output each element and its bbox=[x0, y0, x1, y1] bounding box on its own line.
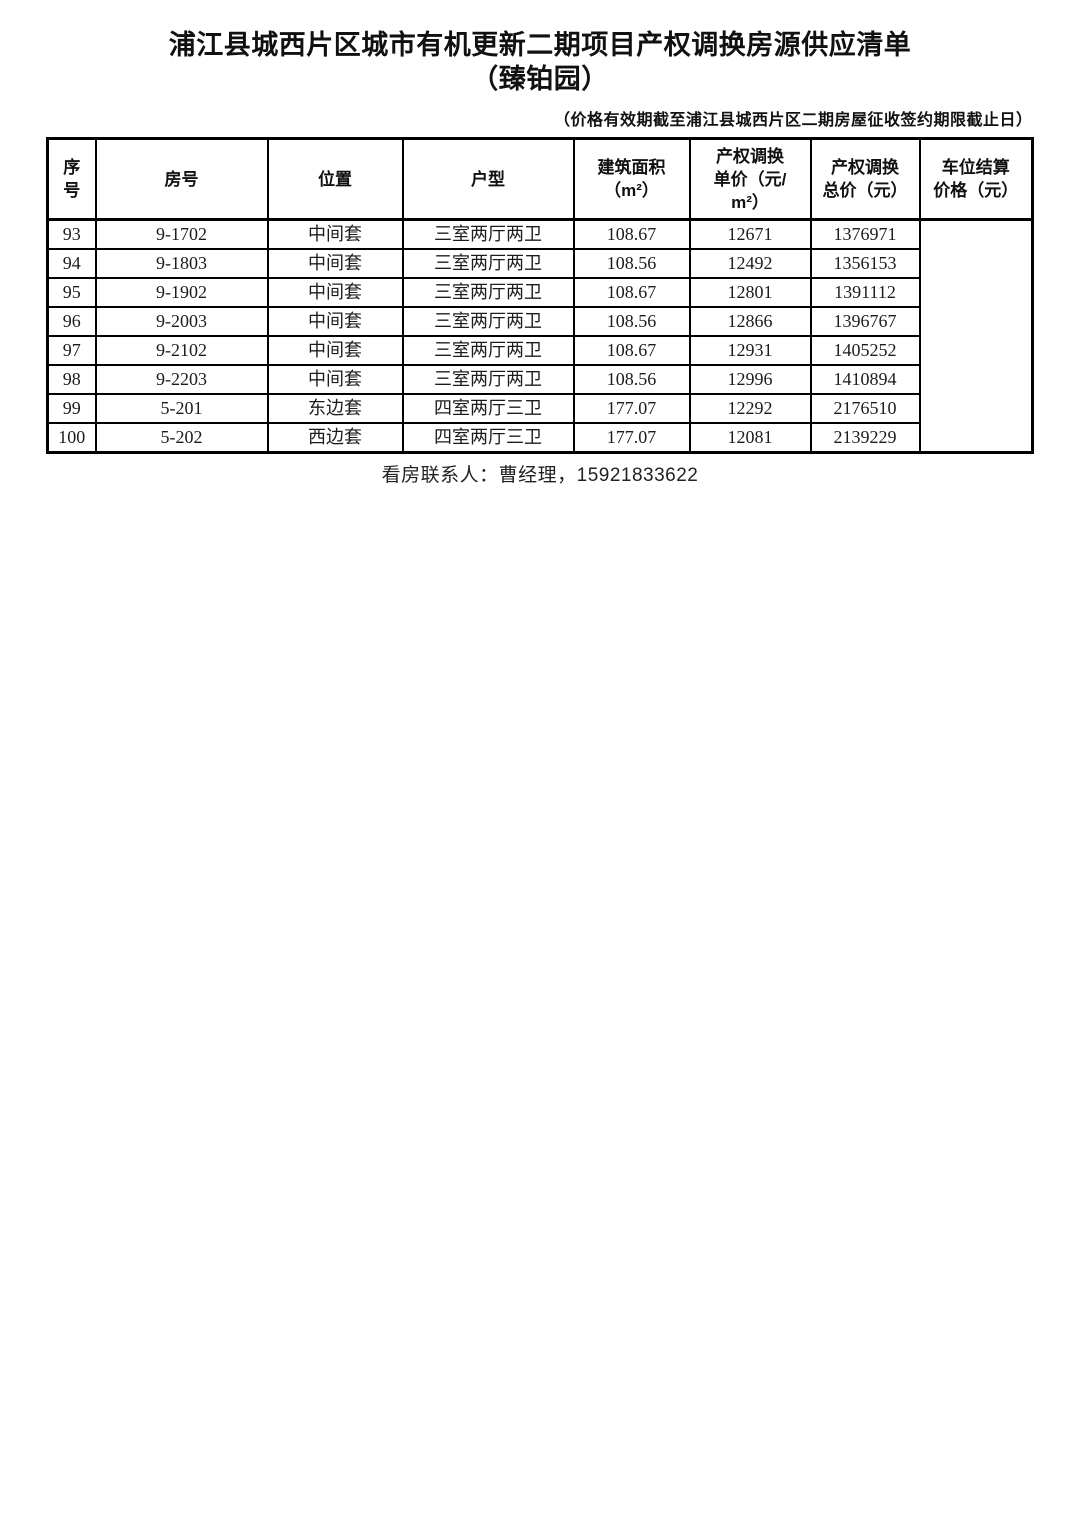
cell-position: 东边套 bbox=[266, 393, 404, 424]
cell-total-price: 2139229 bbox=[809, 422, 921, 454]
price-validity-note: （价格有效期截至浦江县城西片区二期房屋征收签约期限截止日） bbox=[553, 112, 1033, 129]
cell-seq: 99 bbox=[46, 393, 97, 424]
cell-layout: 四室两厅三卫 bbox=[401, 393, 575, 424]
header-total-price: 产权调换 总价（元） bbox=[809, 137, 921, 221]
cell-area: 108.56 bbox=[572, 364, 691, 395]
table-row: 97 9-2102 中间套 三室两厅两卫 108.67 12931 140525… bbox=[46, 335, 1033, 366]
header-seq: 序 号 bbox=[46, 137, 97, 221]
cell-total-price: 1410894 bbox=[809, 364, 921, 395]
cell-unit-price: 12996 bbox=[688, 364, 812, 395]
cell-position: 中间套 bbox=[266, 335, 404, 366]
table-row: 93 9-1702 中间套 三室两厅两卫 108.67 12671 137697… bbox=[46, 218, 1034, 454]
header-parking-price: 车位结算 价格（元） bbox=[918, 137, 1034, 221]
cell-seq: 98 bbox=[46, 364, 97, 395]
cell-unit-price: 12292 bbox=[688, 393, 812, 424]
cell-area: 108.67 bbox=[572, 335, 691, 366]
cell-layout: 四室两厅三卫 bbox=[401, 422, 575, 454]
cell-unit-price: 12931 bbox=[688, 335, 812, 366]
cell-seq: 100 bbox=[46, 422, 97, 454]
cell-room: 9-2003 bbox=[94, 306, 269, 337]
cell-seq: 93 bbox=[46, 218, 97, 250]
cell-area: 108.67 bbox=[572, 277, 691, 308]
header-layout: 户型 bbox=[401, 137, 575, 221]
cell-room: 9-1803 bbox=[94, 248, 269, 279]
table-row: 95 9-1902 中间套 三室两厅两卫 108.67 12801 139111… bbox=[46, 277, 1033, 308]
cell-position: 中间套 bbox=[266, 277, 404, 308]
cell-position: 中间套 bbox=[266, 218, 404, 250]
table-row: 98 9-2203 中间套 三室两厅两卫 108.56 12996 141089… bbox=[46, 364, 1033, 395]
viewing-contact: 看房联系人：曹经理，15921833622 bbox=[381, 465, 699, 486]
cell-room: 5-201 bbox=[94, 393, 269, 424]
subtitle-row: （价格有效期截至浦江县城西片区二期房屋征收签约期限截止日） bbox=[48, 106, 1033, 130]
cell-seq: 96 bbox=[46, 306, 97, 337]
cell-total-price: 1391112 bbox=[809, 277, 921, 308]
cell-total-price: 2176510 bbox=[809, 393, 921, 424]
cell-area: 108.67 bbox=[572, 218, 691, 250]
cell-layout: 三室两厅两卫 bbox=[401, 364, 575, 395]
cell-position: 西边套 bbox=[266, 422, 404, 454]
cell-seq: 94 bbox=[46, 248, 97, 279]
header-unit-price: 产权调换 单价（元/ m²） bbox=[688, 137, 812, 221]
cell-total-price: 1356153 bbox=[809, 248, 921, 279]
cell-total-price: 1405252 bbox=[809, 335, 921, 366]
page-title-line2: （臻铂园） bbox=[471, 64, 609, 94]
cell-unit-price: 12081 bbox=[688, 422, 812, 454]
cell-room: 9-1902 bbox=[94, 277, 269, 308]
table-row: 99 5-201 东边套 四室两厅三卫 177.07 12292 2176510 bbox=[46, 393, 1033, 424]
cell-position: 中间套 bbox=[266, 306, 404, 337]
header-room: 房号 bbox=[94, 137, 269, 221]
cell-room: 9-2102 bbox=[94, 335, 269, 366]
cell-room: 9-2203 bbox=[94, 364, 269, 395]
cell-unit-price: 12492 bbox=[688, 248, 812, 279]
cell-layout: 三室两厅两卫 bbox=[401, 248, 575, 279]
cell-layout: 三室两厅两卫 bbox=[401, 335, 575, 366]
cell-total-price: 1396767 bbox=[809, 306, 921, 337]
cell-seq: 97 bbox=[46, 335, 97, 366]
cell-total-price: 1376971 bbox=[809, 218, 921, 250]
table-row: 96 9-2003 中间套 三室两厅两卫 108.56 12866 139676… bbox=[46, 306, 1033, 337]
table-row: 94 9-1803 中间套 三室两厅两卫 108.56 12492 135615… bbox=[46, 248, 1033, 279]
header-position: 位置 bbox=[266, 137, 404, 221]
cell-room: 9-1702 bbox=[94, 218, 269, 250]
page-title-line1: 浦江县城西片区城市有机更新二期项目产权调换房源供应清单 bbox=[168, 30, 912, 60]
cell-position: 中间套 bbox=[266, 248, 404, 279]
header-area: 建筑面积 （m²） bbox=[572, 137, 691, 221]
cell-area: 108.56 bbox=[572, 248, 691, 279]
housing-supply-table: 序 号 房号 位置 户型 建筑面积 （m²） 产权调换 单价（元/ m²） 产权… bbox=[46, 137, 1034, 454]
cell-area: 177.07 bbox=[572, 393, 691, 424]
cell-seq: 95 bbox=[46, 277, 97, 308]
table-row: 100 5-202 西边套 四室两厅三卫 177.07 12081 213922… bbox=[46, 422, 1033, 454]
table-header: 序 号 房号 位置 户型 建筑面积 （m²） 产权调换 单价（元/ m²） 产权… bbox=[46, 137, 1034, 221]
cell-room: 5-202 bbox=[94, 422, 269, 454]
header-row: 序 号 房号 位置 户型 建筑面积 （m²） 产权调换 单价（元/ m²） 产权… bbox=[46, 137, 1034, 221]
table-body: 93 9-1702 中间套 三室两厅两卫 108.67 12671 137697… bbox=[46, 218, 1034, 454]
cell-layout: 三室两厅两卫 bbox=[401, 306, 575, 337]
cell-area: 108.56 bbox=[572, 306, 691, 337]
cell-unit-price: 12801 bbox=[688, 277, 812, 308]
cell-unit-price: 12866 bbox=[688, 306, 812, 337]
cell-area: 177.07 bbox=[572, 422, 691, 454]
cell-position: 中间套 bbox=[266, 364, 404, 395]
cell-layout: 三室两厅两卫 bbox=[401, 277, 575, 308]
cell-unit-price: 12671 bbox=[688, 218, 812, 250]
parking-price-cell bbox=[918, 218, 1034, 454]
cell-layout: 三室两厅两卫 bbox=[401, 218, 575, 250]
